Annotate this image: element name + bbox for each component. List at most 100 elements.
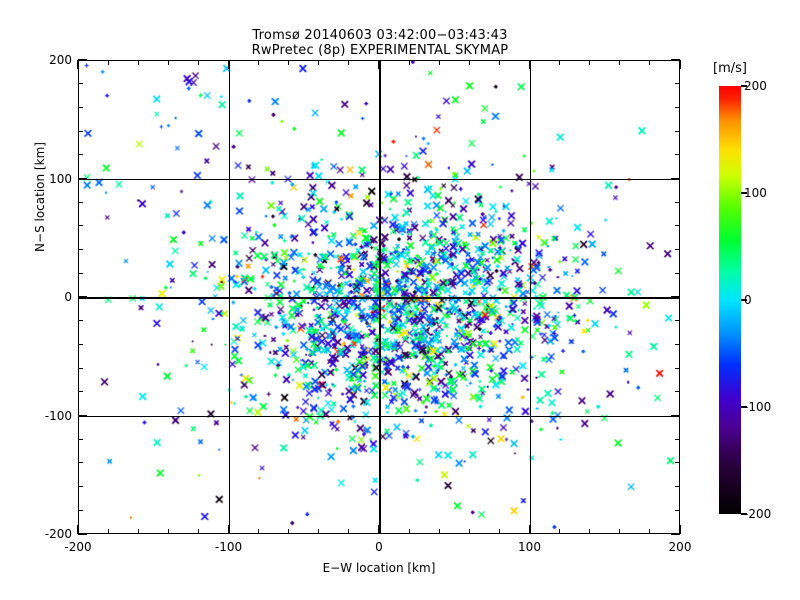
- x-tick-minor: [318, 529, 320, 534]
- y-tick-minor: [78, 509, 83, 511]
- x-tick-minor: [559, 529, 561, 534]
- x-tick-minor-top: [107, 60, 109, 65]
- x-tick-major: [227, 525, 230, 534]
- y-tick-minor: [78, 154, 83, 156]
- x-tick-minor-top: [137, 60, 139, 65]
- x-tick-major: [679, 525, 681, 534]
- colorbar-tick-label: 200: [744, 79, 767, 93]
- y-tick-minor-right: [675, 130, 680, 132]
- colorbar-tick: [741, 85, 747, 87]
- y-tick-minor: [78, 343, 83, 345]
- x-tick-major-top: [528, 60, 531, 69]
- y-tick-minor: [78, 83, 83, 85]
- colorbar-tick: [741, 406, 747, 408]
- x-tick-minor: [498, 529, 500, 534]
- x-tick-minor-top: [408, 60, 410, 65]
- x-tick-minor-top: [498, 60, 500, 65]
- x-tick-major: [528, 525, 531, 534]
- colorbar-tick-label: -200: [744, 507, 772, 521]
- x-tick-minor: [468, 529, 470, 534]
- x-tick-label: 100: [518, 540, 541, 554]
- y-tick-minor-right: [675, 462, 680, 464]
- x-tick-minor: [107, 529, 109, 534]
- y-tick-major: [78, 533, 87, 535]
- colorbar-tick-label: -100: [744, 400, 772, 414]
- y-tick-minor-right: [675, 367, 680, 369]
- y-tick-major: [78, 296, 87, 298]
- x-tick-minor: [408, 529, 410, 534]
- y-tick-minor: [78, 225, 83, 227]
- x-tick-major: [378, 525, 380, 534]
- colorbar-tick: [741, 513, 747, 515]
- colorbar-tick: [741, 192, 747, 194]
- y-tick-minor-right: [675, 272, 680, 274]
- x-tick-minor-top: [649, 60, 651, 65]
- x-tick-minor: [348, 529, 350, 534]
- y-tick-minor: [78, 130, 83, 132]
- x-tick-major-top: [227, 60, 230, 69]
- x-tick-minor: [619, 529, 621, 534]
- y-tick-minor-right: [675, 391, 680, 393]
- y-tick-minor-right: [675, 154, 680, 156]
- title-line-primary: Tromsø 20140603 03:42:00−03:43:43: [252, 28, 508, 43]
- x-tick-minor-top: [318, 60, 320, 65]
- x-tick-minor-top: [589, 60, 591, 65]
- y-tick-minor: [78, 486, 83, 488]
- x-tick-major-top: [679, 60, 681, 69]
- x-tick-label: 200: [668, 540, 692, 554]
- x-tick-minor: [258, 529, 260, 534]
- y-tick-major: [78, 177, 87, 180]
- y-tick-minor: [78, 367, 83, 369]
- plot-area[interactable]: [78, 60, 680, 534]
- y-tick-major-right: [671, 533, 680, 535]
- x-tick-minor-top: [197, 60, 199, 65]
- x-tick-minor: [288, 529, 290, 534]
- y-tick-minor: [78, 391, 83, 393]
- y-tick-major-right: [671, 177, 680, 180]
- x-tick-minor: [589, 529, 591, 534]
- y-tick-minor: [78, 106, 83, 108]
- y-axis-title: N−S location [km]: [33, 142, 47, 252]
- x-axis-title: E−W location [km]: [322, 561, 436, 575]
- colorbar-tick-label: 0: [744, 293, 752, 307]
- x-tick-major-top: [77, 60, 79, 69]
- y-tick-label: -100: [44, 408, 72, 423]
- y-tick-minor: [78, 201, 83, 203]
- y-tick-label: 100: [49, 171, 72, 186]
- y-tick-minor-right: [675, 509, 680, 511]
- y-tick-minor-right: [675, 486, 680, 488]
- x-tick-minor: [197, 529, 199, 534]
- y-tick-minor-right: [675, 83, 680, 85]
- x-tick-label: 0: [375, 540, 383, 554]
- y-tick-minor: [78, 438, 83, 440]
- y-tick-minor-right: [675, 225, 680, 227]
- x-tick-minor: [438, 529, 440, 534]
- colorbar-tick: [741, 299, 747, 301]
- x-tick-minor-top: [258, 60, 260, 65]
- y-tick-major-right: [671, 414, 680, 417]
- y-tick-minor-right: [675, 249, 680, 251]
- x-tick-major-top: [378, 60, 380, 69]
- x-tick-minor: [649, 529, 651, 534]
- y-tick-major-right: [671, 296, 680, 298]
- y-tick-label: -200: [44, 527, 72, 541]
- y-tick-minor: [78, 249, 83, 251]
- y-tick-minor-right: [675, 106, 680, 108]
- y-tick-minor-right: [675, 201, 680, 203]
- x-tick-minor-top: [438, 60, 440, 65]
- title-line-secondary: RwPretec (8p) EXPERIMENTAL SKYMAP: [251, 43, 509, 58]
- y-tick-minor: [78, 462, 83, 464]
- y-tick-major-right: [671, 59, 680, 61]
- colorbar-unit-label: [m/s]: [713, 61, 747, 76]
- x-tick-minor-top: [559, 60, 561, 65]
- x-tick-minor: [137, 529, 139, 534]
- scatter-plot-canvas: [79, 61, 679, 533]
- x-tick-minor-top: [288, 60, 290, 65]
- colorbar-gradient: [719, 86, 741, 514]
- y-tick-minor: [78, 320, 83, 322]
- x-tick-major: [77, 525, 79, 534]
- x-tick-minor: [167, 529, 169, 534]
- chart-title: Tromsø 20140603 03:42:00−03:43:43 RwPret…: [0, 28, 760, 58]
- y-tick-minor-right: [675, 438, 680, 440]
